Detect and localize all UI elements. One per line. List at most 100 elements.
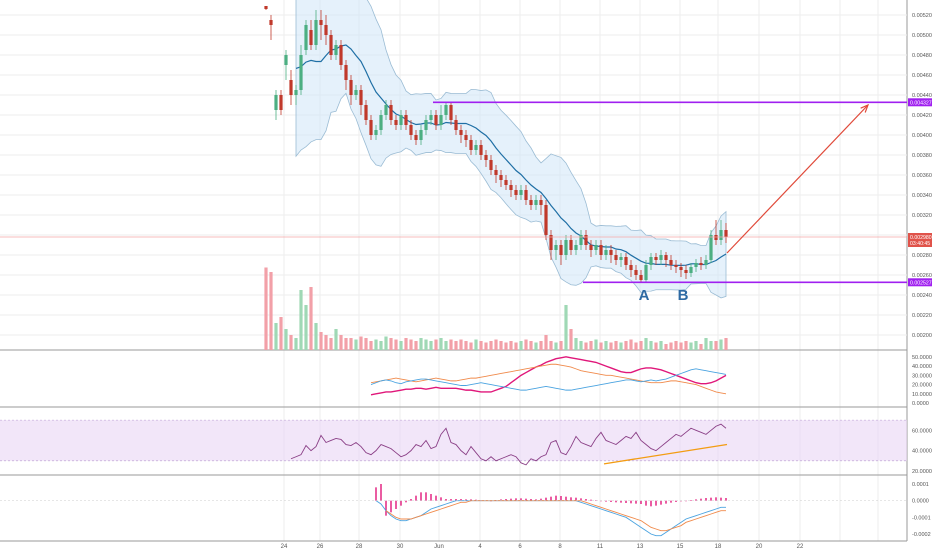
volume-bar bbox=[384, 336, 388, 350]
macd-histogram-bar bbox=[450, 499, 452, 501]
volume-bar bbox=[529, 341, 533, 350]
candle-body bbox=[289, 80, 293, 95]
volume-bar bbox=[449, 339, 453, 350]
volume-bar bbox=[624, 341, 628, 350]
macd-histogram-bar bbox=[675, 500, 677, 502]
volume-bar bbox=[344, 338, 348, 350]
candle-body bbox=[264, 6, 268, 9]
candle-body bbox=[469, 140, 473, 150]
rsi-tick-label: 40.0000 bbox=[912, 449, 932, 455]
candle-body bbox=[579, 235, 583, 245]
rsi-band bbox=[0, 420, 907, 461]
volume-bar bbox=[664, 344, 668, 350]
candle-body bbox=[319, 20, 323, 25]
indicator1-orange-line bbox=[370, 363, 727, 395]
macd-histogram-bar bbox=[600, 500, 602, 502]
macd-histogram-bar bbox=[700, 498, 702, 501]
volume-bar bbox=[389, 338, 393, 350]
candle-body bbox=[544, 205, 548, 235]
volume-bar bbox=[704, 338, 708, 350]
volume-bar bbox=[574, 338, 578, 350]
volume-bar bbox=[639, 341, 643, 350]
volume-bar bbox=[349, 338, 353, 350]
volume-bar bbox=[594, 339, 598, 350]
volume-bar bbox=[434, 339, 438, 350]
macd-histogram-bar bbox=[620, 500, 622, 503]
macd-histogram-bar bbox=[530, 499, 532, 501]
macd-histogram-bar bbox=[550, 496, 552, 501]
price-axis-label: 0.002527 bbox=[910, 281, 932, 287]
macd-histogram-bar bbox=[395, 500, 397, 509]
macd-histogram-bar bbox=[705, 498, 707, 501]
volume-bar bbox=[369, 341, 373, 350]
macd-histogram-bar bbox=[570, 497, 572, 501]
macd-histogram-bar bbox=[715, 497, 717, 501]
candle-body bbox=[619, 257, 623, 260]
volume-bar bbox=[269, 272, 273, 350]
volume-bar bbox=[364, 338, 368, 350]
candle-body bbox=[274, 95, 278, 110]
candle-body bbox=[649, 257, 653, 265]
volume-bar bbox=[424, 339, 428, 350]
rsi-trendline bbox=[603, 443, 728, 465]
macd-histogram-bar bbox=[520, 498, 522, 501]
volume-bar bbox=[399, 341, 403, 350]
volume-bar bbox=[534, 342, 538, 350]
candle-body bbox=[639, 275, 643, 280]
macd-histogram-bar bbox=[390, 500, 392, 513]
macd-histogram-bar bbox=[465, 499, 467, 501]
candle-body bbox=[434, 115, 438, 125]
volume-bar bbox=[294, 338, 298, 350]
volume-bar bbox=[599, 342, 603, 350]
candle-body bbox=[514, 190, 518, 195]
price-axis-label-bg bbox=[908, 278, 932, 287]
volume-bar bbox=[319, 332, 323, 350]
candle-body bbox=[344, 65, 348, 80]
volume-bar bbox=[509, 341, 513, 350]
x-tick-label: 26 bbox=[317, 544, 324, 550]
macd-histogram-bar bbox=[400, 500, 402, 506]
candle-body bbox=[584, 235, 588, 245]
candle-body bbox=[374, 130, 378, 135]
macd-histogram-bar bbox=[670, 500, 672, 503]
volume-bar bbox=[659, 341, 663, 350]
volume-bar bbox=[714, 341, 718, 350]
volume-bar bbox=[414, 341, 418, 350]
volume-bar bbox=[464, 341, 468, 350]
rsi-tick-label: 20.0000 bbox=[912, 469, 932, 475]
volume-bar bbox=[504, 342, 508, 350]
candle-body bbox=[629, 265, 633, 270]
candle-body bbox=[314, 20, 318, 45]
macd-histogram-bar bbox=[650, 500, 652, 507]
price-axis-label-bg bbox=[908, 233, 932, 241]
candle-body bbox=[674, 265, 678, 267]
volume-bar bbox=[329, 338, 333, 350]
candle-body bbox=[494, 170, 498, 175]
price-axis-label-bg bbox=[908, 98, 932, 107]
candle-body bbox=[574, 245, 578, 250]
macd-histogram-bar bbox=[645, 500, 647, 506]
macd-histogram-bar bbox=[680, 500, 682, 502]
volume-bar bbox=[629, 339, 633, 350]
candle-body bbox=[699, 263, 703, 265]
candle-body bbox=[414, 135, 418, 140]
candle-body bbox=[479, 145, 483, 155]
volume-bar bbox=[494, 339, 498, 350]
candle-body bbox=[624, 257, 628, 265]
volume-bar bbox=[654, 342, 658, 350]
macd-histogram-bar bbox=[425, 492, 427, 501]
macd-histogram-bar bbox=[470, 499, 472, 501]
candle-body bbox=[444, 105, 448, 115]
volume-bar bbox=[314, 323, 318, 350]
candle-body bbox=[484, 155, 488, 160]
candle-body bbox=[404, 115, 408, 125]
candle-body bbox=[524, 190, 528, 200]
volume-bar bbox=[469, 342, 473, 350]
